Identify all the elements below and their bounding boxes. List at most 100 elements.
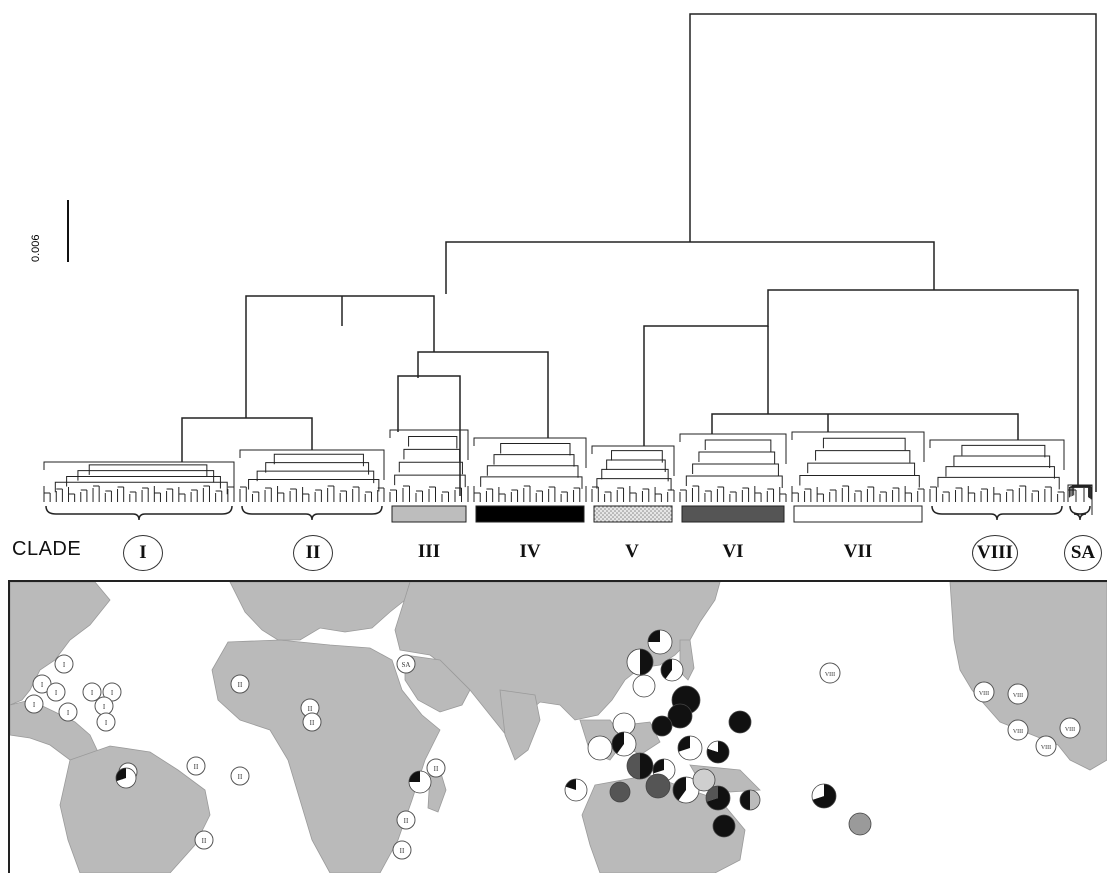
map-marker-circle	[1059, 717, 1081, 739]
map-marker-circle	[819, 662, 841, 684]
tree-clade-crown	[43, 461, 235, 492]
map-marker-label: I	[67, 709, 70, 717]
tree-internal-node	[1068, 486, 1092, 500]
map-marker-label: I	[105, 719, 108, 727]
arabia-land	[404, 654, 471, 713]
map-marker-label: I	[33, 701, 36, 709]
map-marker-circle	[302, 712, 322, 732]
map-marker-circle	[1007, 683, 1029, 705]
map-marker-label: I	[63, 661, 66, 669]
clade-label-i: I	[123, 535, 163, 571]
tree-clade-crown	[591, 445, 675, 476]
map-pie-marker	[728, 710, 752, 734]
map-marker-circle	[24, 694, 44, 714]
clade-brace-ii	[241, 505, 383, 521]
pie-slice	[849, 813, 871, 835]
pie-outline	[677, 735, 703, 761]
tree-internal-node	[486, 465, 579, 478]
pie-slice	[640, 649, 653, 675]
map-marker-label: II	[400, 847, 405, 855]
map-pie-marker	[626, 752, 654, 780]
map-marker-circle	[46, 682, 66, 702]
pie-slice	[668, 704, 692, 728]
map-marker-label: VIII	[1013, 729, 1023, 735]
pie-slice	[713, 815, 735, 837]
map-pie-marker	[651, 715, 673, 737]
clade-label-v: V	[625, 541, 639, 562]
pie-slice	[661, 659, 672, 679]
map-marker-circle	[82, 682, 102, 702]
clade-bar-iii	[391, 505, 467, 523]
pie-slice	[707, 741, 729, 764]
tree-internal-node	[799, 475, 920, 488]
tree-internal-node	[596, 478, 672, 491]
clade-label-vii: VII	[843, 541, 873, 562]
tree-internal-node	[698, 451, 776, 464]
tree-internal-node	[66, 475, 221, 489]
tree-internal-node	[273, 453, 364, 467]
map-marker-label: I	[55, 689, 58, 697]
map-marker-circle	[194, 830, 214, 850]
pie-slice	[740, 790, 750, 810]
tree-clade-crown	[791, 431, 925, 462]
map-marker-label: VIII	[1065, 727, 1075, 733]
pie-slice	[729, 711, 751, 733]
pie-slice	[750, 790, 760, 810]
pie-slice	[116, 768, 136, 789]
map-pie-marker	[564, 778, 588, 802]
tree-internal-node	[265, 462, 370, 475]
pie-slice	[665, 659, 684, 681]
tree-internal-node	[403, 448, 461, 462]
pie-outline	[626, 752, 654, 780]
map-pie-marker	[115, 767, 137, 789]
tree-clade-crown	[239, 449, 385, 480]
pie-slice	[627, 753, 640, 779]
map-markers: IIIIIIIIIIIIIIIIIIIIIIIIIIIISAVIIIVIIIVI…	[24, 629, 1081, 860]
map-marker-circle	[396, 810, 416, 830]
clade-label-sa: SA	[1064, 535, 1102, 571]
clade-heading: CLADE	[12, 538, 82, 560]
pie-slice	[640, 753, 653, 779]
clade-label-iii: III	[417, 541, 441, 562]
pie-outline	[632, 674, 656, 698]
map-marker-label: II	[194, 763, 199, 771]
pie-outline	[115, 767, 137, 789]
map-marker-label: II	[434, 765, 439, 773]
map-marker-circle	[973, 681, 995, 703]
clade-label-iv: IV	[519, 541, 541, 562]
map-marker-label: II	[308, 705, 313, 713]
map-marker-circle	[186, 756, 206, 776]
map-marker-circle	[96, 712, 116, 732]
map-marker-label: I	[103, 703, 106, 711]
map-marker-label: VIII	[825, 672, 835, 678]
tree-internal-node	[815, 450, 911, 463]
tree-clade-crown	[1067, 484, 1093, 515]
south-america-land	[59, 745, 211, 873]
tree-internal-node	[601, 468, 669, 482]
pie-slice	[812, 784, 824, 800]
map-marker-label: II	[404, 817, 409, 825]
pie-slice	[633, 675, 655, 697]
map-pie-marker	[587, 735, 613, 761]
map-pie-marker	[609, 781, 631, 803]
tree-internal-node	[248, 479, 380, 492]
tree-internal-node	[54, 481, 228, 495]
map-pie-marker	[647, 629, 673, 655]
tree-internal-node	[394, 474, 466, 488]
clade-bar-iv	[475, 505, 585, 523]
pie-outline	[660, 658, 684, 682]
tree-internal-node	[480, 476, 583, 489]
pie-outline	[564, 778, 588, 802]
pie-slice	[678, 736, 690, 752]
tree-internal-node	[88, 464, 208, 477]
pie-outline	[408, 770, 432, 794]
pie-slice	[693, 769, 715, 791]
map-marker-circle	[1007, 719, 1029, 741]
pie-outline	[692, 768, 716, 792]
pie-outline	[706, 740, 730, 764]
pie-outline	[811, 783, 837, 809]
tree-internal-node	[945, 466, 1055, 479]
map-pie-marker	[739, 789, 761, 811]
pie-slice	[812, 784, 837, 808]
pie-outline	[712, 814, 736, 838]
